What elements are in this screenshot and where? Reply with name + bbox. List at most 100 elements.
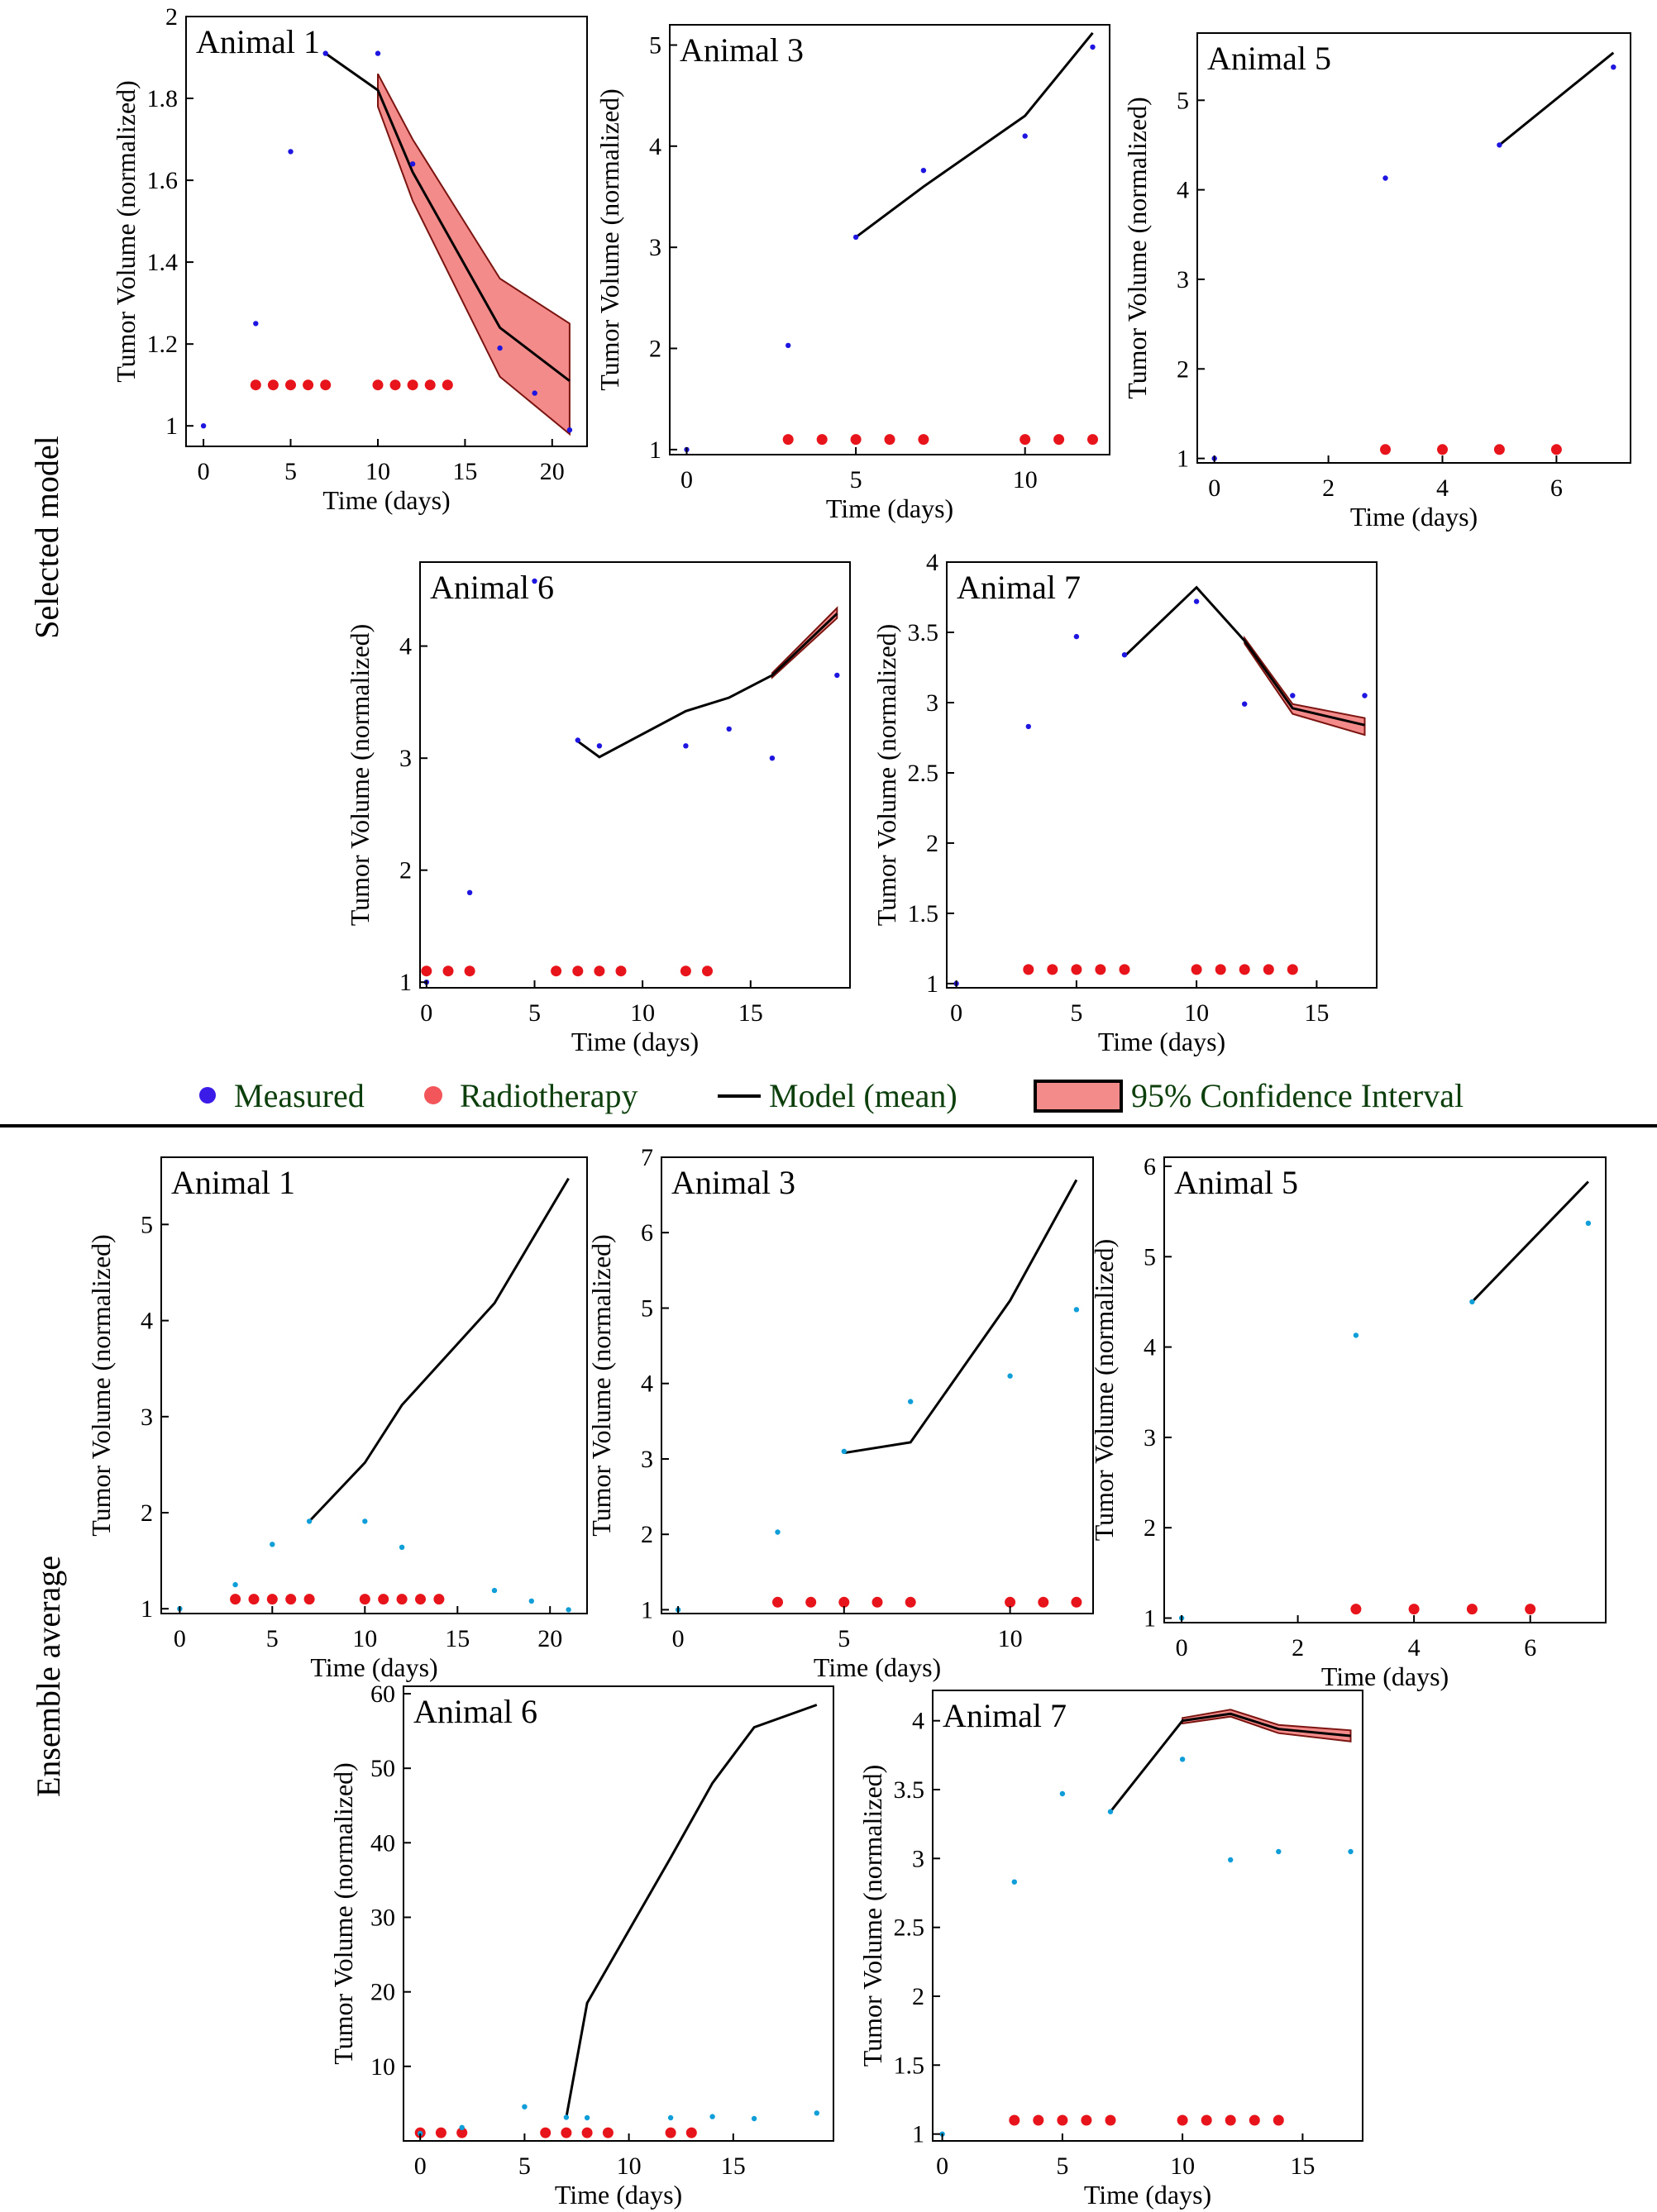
measured-point bbox=[253, 321, 259, 327]
panel-ensemble-animal-1: 0 5 10 15 20 1 2 3 4 5 Animal 1 Time (days) Tumor Vo… bbox=[86, 1156, 588, 1682]
y-tick-label: 1 bbox=[1177, 446, 1189, 473]
radiotherapy-marker bbox=[464, 965, 475, 977]
measured-point bbox=[769, 756, 776, 761]
y-axis-label: Tumor Volume (normalized) bbox=[857, 1765, 887, 2067]
measured-point bbox=[1276, 1848, 1282, 1855]
x-tick-label: 0 bbox=[680, 466, 693, 493]
radiotherapy-marker bbox=[1005, 1596, 1016, 1608]
model-line bbox=[1109, 1712, 1351, 1813]
legend-ci-swatch bbox=[1034, 1080, 1123, 1113]
y-tick-label: 4 bbox=[912, 1708, 924, 1735]
radiotherapy-marker bbox=[1525, 1604, 1536, 1615]
panel-selected-animal-7: 0 5 10 15 1 1.5 2 2.5 3 3.5 4 Animal 7 Time (days) Tu… bbox=[871, 549, 1378, 1056]
legend: Measured Radiotherapy Model (mean) 95% C… bbox=[199, 1077, 1464, 1114]
y-tick-label: 1.8 bbox=[147, 85, 179, 112]
legend-radiotherapy-marker bbox=[424, 1086, 442, 1104]
y-tick-label: 1 bbox=[649, 436, 661, 464]
radiotherapy-marker bbox=[1020, 434, 1031, 446]
measured-point bbox=[1121, 652, 1128, 658]
y-tick-label: 40 bbox=[370, 1829, 395, 1857]
radiotherapy-marker bbox=[581, 2127, 593, 2138]
y-tick-label: 1 bbox=[165, 412, 178, 440]
y-tick-label: 2 bbox=[165, 3, 178, 31]
radiotherapy-marker bbox=[396, 1594, 408, 1605]
y-tick-label: 1 bbox=[912, 2121, 924, 2148]
measured-point bbox=[841, 1448, 847, 1455]
model-line bbox=[324, 52, 571, 382]
x-axis-label: Time (days) bbox=[322, 485, 450, 515]
radiotherapy-marker bbox=[1177, 2114, 1188, 2126]
panel-selected-animal-6: 0 5 10 15 1 2 3 4 Animal 6 Time (days) Tumor Volum… bbox=[345, 561, 851, 1056]
panel-ensemble-animal-5: 0 2 4 6 1 2 3 4 5 6 Animal 5 Time (days) Tumor Volum… bbox=[1089, 1153, 1607, 1691]
x-tick-label: 20 bbox=[540, 458, 565, 485]
measured-point bbox=[522, 2104, 528, 2110]
measured-point bbox=[466, 889, 473, 896]
measured-point bbox=[306, 1518, 313, 1524]
y-tick-label: 2.5 bbox=[894, 1914, 925, 1942]
model-line bbox=[855, 31, 1094, 239]
chart-title: Animal 7 bbox=[943, 1697, 1067, 1734]
y-axis-label: Tumor Volume (normalized) bbox=[586, 1234, 616, 1537]
x-tick-label: 6 bbox=[1550, 474, 1563, 502]
y-axis-label: Tumor Volume (normalized) bbox=[345, 624, 375, 927]
radiotherapy-marker bbox=[1038, 1596, 1049, 1608]
y-tick-label: 4 bbox=[399, 633, 412, 660]
radiotherapy-marker bbox=[1437, 444, 1448, 455]
x-tick-label: 15 bbox=[721, 2152, 746, 2180]
y-axis-label: Tumor Volume (normalized) bbox=[595, 88, 624, 391]
y-axis-label: Tumor Volume (normalized) bbox=[1089, 1239, 1119, 1542]
panel-ensemble-animal-6: 0 5 10 15 10 20 30 40 50 60 Animal 6 Time (days) Tum… bbox=[328, 1680, 834, 2210]
radiotherapy-marker bbox=[1550, 444, 1562, 455]
x-tick-label: 5 bbox=[838, 1625, 850, 1652]
panel-selected-animal-3: 0 5 10 1 2 3 4 5 Animal 3 Time (days) Tumor Volume… bbox=[595, 24, 1110, 523]
section-label-bottom: Ensemble average bbox=[30, 1556, 67, 1797]
x-tick-label: 2 bbox=[1292, 1634, 1304, 1661]
y-tick-label: 3.5 bbox=[908, 619, 939, 646]
radiotherapy-marker bbox=[1287, 964, 1298, 975]
radiotherapy-marker bbox=[320, 379, 332, 391]
axes-frame bbox=[1163, 1156, 1607, 1623]
measured-point bbox=[1469, 1299, 1475, 1305]
radiotherapy-marker bbox=[1239, 964, 1250, 975]
measured-point bbox=[532, 578, 537, 584]
x-tick-label: 5 bbox=[284, 458, 297, 485]
y-tick-label: 6 bbox=[1144, 1153, 1156, 1180]
measured-point bbox=[497, 345, 503, 351]
measured-point bbox=[566, 427, 573, 433]
measured-point bbox=[1348, 1848, 1354, 1855]
axes-frame bbox=[669, 24, 1110, 455]
y-tick-label: 6 bbox=[641, 1219, 653, 1247]
axes-frame bbox=[185, 16, 588, 447]
radiotherapy-marker bbox=[372, 379, 384, 391]
radiotherapy-marker bbox=[407, 379, 418, 391]
y-tick-label: 1 bbox=[141, 1595, 153, 1623]
radiotherapy-marker bbox=[1263, 964, 1274, 975]
radiotherapy-marker bbox=[442, 379, 453, 391]
y-tick-label: 4 bbox=[1144, 1334, 1156, 1361]
x-tick-label: 10 bbox=[617, 2152, 642, 2180]
measured-point bbox=[1025, 723, 1032, 730]
y-tick-label: 30 bbox=[370, 1905, 395, 1932]
radiotherapy-marker bbox=[602, 2127, 614, 2138]
x-tick-label: 10 bbox=[1013, 466, 1038, 493]
radiotherapy-marker bbox=[1350, 1604, 1362, 1615]
radiotherapy-marker bbox=[1119, 964, 1130, 975]
x-tick-label: 0 bbox=[420, 999, 432, 1027]
radiotherapy-marker bbox=[1053, 434, 1065, 446]
y-tick-label: 5 bbox=[1177, 87, 1189, 114]
measured-point bbox=[596, 743, 603, 749]
measured-point bbox=[1179, 1757, 1186, 1762]
measured-point bbox=[1382, 175, 1388, 181]
measured-point bbox=[563, 2114, 570, 2120]
radiotherapy-marker bbox=[1071, 1596, 1082, 1608]
x-tick-label: 4 bbox=[1408, 1634, 1421, 1661]
measured-point bbox=[709, 2114, 715, 2119]
measured-point bbox=[1011, 1879, 1018, 1885]
radiotherapy-marker bbox=[421, 965, 432, 977]
radiotherapy-marker bbox=[685, 2127, 697, 2138]
panel-ensemble-animal-7: 0 5 10 15 1 1.5 2 2.5 3 3.5 4 Animal 7 Time (days) Tu… bbox=[857, 1690, 1363, 2210]
measured-point bbox=[528, 1598, 534, 1604]
radiotherapy-marker bbox=[1191, 964, 1202, 975]
y-tick-label: 3 bbox=[141, 1404, 153, 1431]
y-tick-label: 60 bbox=[370, 1680, 395, 1708]
